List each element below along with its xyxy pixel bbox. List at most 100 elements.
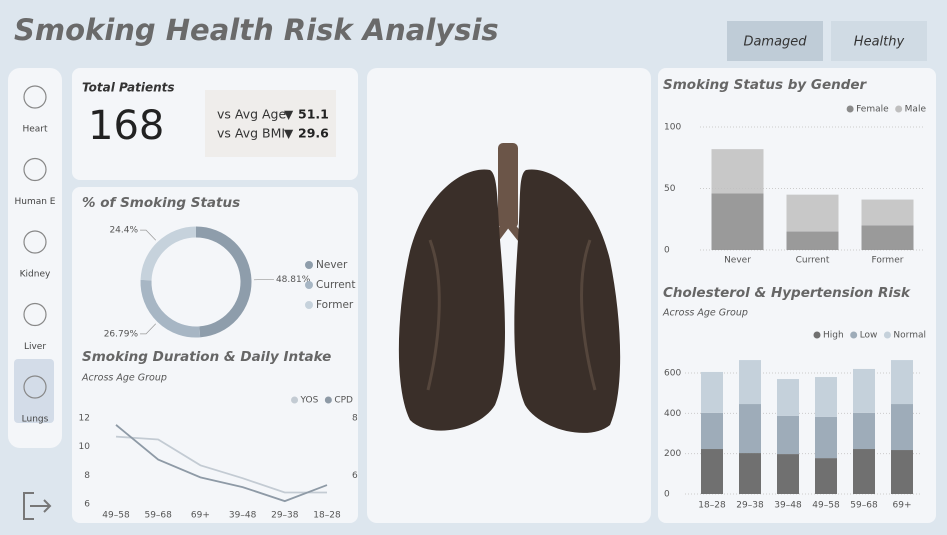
line-series	[115, 435, 327, 494]
bar-segment	[739, 404, 761, 454]
filter-button[interactable]	[727, 21, 823, 61]
legend-swatch	[305, 261, 313, 269]
bar-segment	[853, 412, 875, 450]
x-tick-label: 69+	[893, 501, 912, 511]
chart-title: Smoking Status by Gender	[663, 77, 868, 93]
legend-swatch	[305, 281, 313, 289]
x-tick-label: Former	[872, 256, 904, 266]
y2-tick-label: 6	[352, 471, 358, 481]
legend-swatch	[850, 331, 858, 339]
leader-line	[253, 278, 274, 281]
nav-icon[interactable]	[23, 85, 47, 109]
nav-label[interactable]: Heart	[22, 125, 48, 135]
legend-label: YOS	[300, 396, 319, 406]
x-tick-label: Never	[724, 256, 751, 266]
x-tick-label: 18–28	[698, 501, 726, 511]
legend-label: Never	[316, 259, 348, 271]
bar-segment	[777, 415, 799, 455]
y-tick-label: 600	[664, 368, 681, 378]
x-tick-label: 39–48	[229, 511, 257, 521]
legend-label: Female	[856, 105, 889, 115]
nav-label[interactable]: Human E	[14, 197, 55, 207]
y-tick-label: 0	[664, 490, 670, 500]
legend-label: High	[823, 331, 844, 341]
legend-swatch	[291, 396, 299, 404]
filter-button-label: Healthy	[854, 35, 905, 50]
legend-label: CPD	[334, 396, 353, 406]
leader-line	[140, 229, 157, 241]
y-tick-label: 200	[664, 449, 681, 459]
chart-title: % of Smoking Status	[82, 195, 240, 211]
bar-segment	[701, 412, 723, 450]
filter-button[interactable]	[831, 21, 927, 61]
bar-segment	[777, 454, 799, 494]
bar-segment	[739, 453, 761, 494]
x-tick-label: 49–58	[812, 501, 840, 511]
y-tick-label: 8	[84, 471, 90, 481]
x-tick-label: 59–68	[144, 511, 172, 521]
exit-icon[interactable]	[23, 492, 52, 520]
ribbon-bar	[786, 194, 839, 232]
bar-segment	[701, 449, 723, 494]
kpi-label: Total Patients	[82, 81, 175, 95]
bar-segment	[891, 404, 913, 451]
y-tick-label: 400	[664, 409, 681, 419]
x-tick-label: 59–68	[850, 501, 878, 511]
nav-label[interactable]: Kidney	[20, 270, 51, 280]
nav-icon[interactable]	[23, 375, 47, 399]
y-tick-label: 12	[79, 414, 90, 424]
x-tick-label: 39–48	[774, 501, 802, 511]
bar-segment	[891, 360, 913, 405]
legend-label: Current	[316, 279, 355, 291]
legend-swatch	[846, 105, 854, 113]
ribbon-bar	[861, 225, 914, 250]
compare-indicator: ▼	[284, 108, 294, 122]
compare-value: 51.1	[298, 107, 329, 122]
nav-active	[14, 359, 54, 423]
legend-swatch	[324, 396, 332, 404]
bar-segment	[853, 449, 875, 494]
bar-segment	[701, 371, 723, 413]
leader-line	[140, 323, 157, 335]
compare-label: vs Avg Age	[217, 107, 286, 122]
line-series	[115, 424, 328, 503]
bar-segment	[891, 450, 913, 494]
x-tick-label: 29–38	[271, 511, 299, 521]
nav-icon[interactable]	[23, 230, 47, 254]
ribbon-bar	[711, 193, 764, 250]
legend-label: Former	[316, 299, 354, 311]
nav-panel	[8, 68, 62, 448]
bar-segment	[739, 360, 761, 405]
lungs-image	[398, 143, 621, 433]
x-tick-label: 49–58	[102, 511, 130, 521]
legend-swatch	[305, 301, 313, 309]
chart-subtitle: Across Age Group	[662, 308, 748, 319]
donut-segment	[140, 226, 197, 281]
legend-label: Normal	[893, 331, 926, 341]
legend-swatch	[883, 331, 891, 339]
kpi-compare-box	[205, 90, 336, 157]
nav-label[interactable]: Liver	[24, 342, 46, 352]
dashboard-title: Smoking Health Risk Analysis	[14, 13, 499, 47]
bar-segment	[815, 458, 837, 494]
data-label: 26.79%	[104, 329, 139, 339]
kpi-value: 168	[88, 103, 164, 149]
y-tick-label: 0	[664, 246, 670, 256]
bar-segment	[815, 377, 837, 417]
y-tick-label: 50	[664, 184, 676, 194]
nav-icon[interactable]	[23, 157, 47, 182]
x-tick-label: 18–28	[313, 511, 341, 521]
bar-segment	[853, 368, 875, 413]
bar-segment	[815, 416, 837, 459]
chart-title: Smoking Duration & Daily Intake	[82, 349, 331, 365]
chart-title: Cholesterol & Hypertension Risk	[663, 285, 911, 301]
legend-label: Low	[860, 331, 878, 341]
nav-label[interactable]: Lungs	[22, 415, 49, 425]
legend-swatch	[813, 331, 821, 339]
nav-icon[interactable]	[23, 302, 47, 327]
y-tick-label: 6	[84, 500, 90, 510]
filter-button-label: Damaged	[743, 35, 807, 50]
x-tick-label: Current	[796, 256, 830, 266]
x-tick-label: 29–38	[736, 501, 764, 511]
